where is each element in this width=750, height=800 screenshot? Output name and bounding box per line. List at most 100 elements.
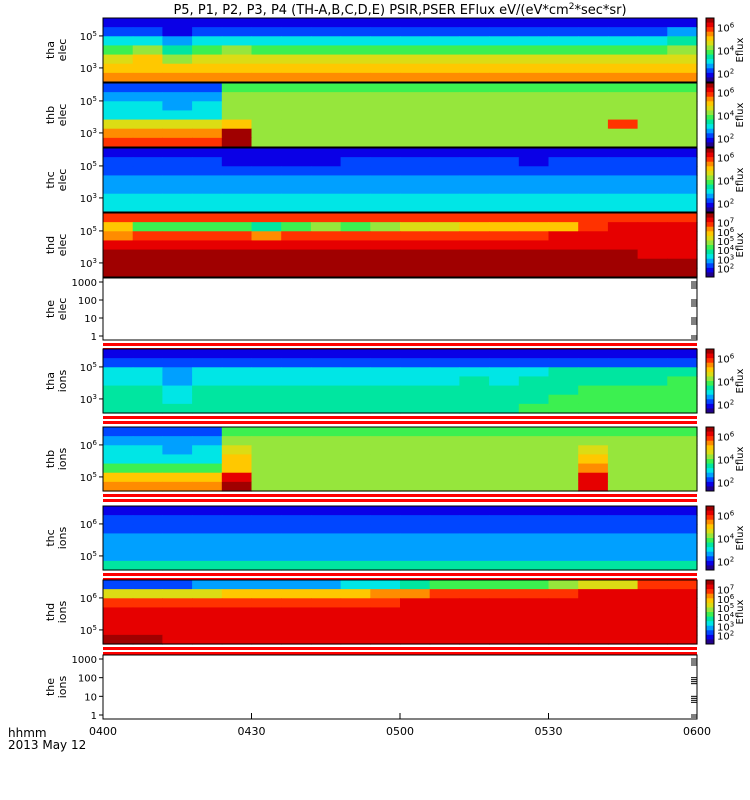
heatmap-cell: [429, 166, 460, 177]
heatmap-cell: [340, 157, 371, 167]
heatmap-cell: [162, 101, 193, 112]
heatmap-cell: [578, 598, 609, 609]
heatmap-cell: [637, 463, 668, 474]
heatmap-cell: [400, 385, 431, 396]
heatmap-cell: [340, 45, 371, 56]
heatmap-cell: [429, 463, 460, 474]
heatmap-cell: [548, 45, 579, 56]
colorbar-swatch: [706, 50, 714, 56]
heatmap-cell: [637, 128, 668, 139]
heatmap-cell: [340, 598, 371, 609]
colorbar-tick-label: 107: [717, 584, 734, 597]
heatmap-cell: [518, 175, 550, 186]
panel-species-label: elec: [56, 234, 69, 257]
heatmap-cell: [103, 128, 134, 139]
heatmap-cell: [518, 193, 550, 204]
heatmap-cell: [578, 137, 609, 148]
heatmap-cell: [103, 376, 134, 387]
heatmap-cell: [192, 376, 223, 387]
heatmap-cell: [548, 472, 579, 483]
heatmap-cell: [667, 376, 698, 387]
heatmap-cell: [132, 634, 163, 645]
heatmap-cell: [162, 376, 193, 387]
colorbar-tick-label: 106: [717, 353, 735, 366]
heatmap-cell: [667, 524, 698, 535]
colorbar-frame: [705, 426, 715, 492]
panel-frame: [102, 579, 698, 645]
heatmap-cell: [607, 231, 639, 242]
heatmap-cell: [281, 580, 312, 590]
heatmap-cell: [340, 634, 371, 645]
heatmap-cell: [370, 184, 401, 195]
heatmap-cell: [310, 472, 342, 483]
heatmap-cell: [518, 249, 550, 260]
heatmap-cell: [637, 202, 668, 213]
heatmap-cell: [518, 18, 550, 28]
heatmap-cell: [192, 607, 223, 618]
heatmap-cell: [607, 607, 639, 618]
heatmap-cell: [667, 385, 698, 396]
heatmap-cell: [310, 202, 342, 213]
heatmap-cell: [103, 349, 134, 359]
heatmap-cell: [251, 506, 282, 516]
heatmap-cell: [221, 515, 253, 525]
heatmap-cell: [251, 436, 282, 446]
heatmap-cell: [548, 92, 579, 102]
heatmap-cell: [459, 349, 490, 359]
heatmap-cell: [637, 166, 668, 177]
heatmap-cell: [637, 506, 668, 516]
heatmap-cell: [578, 175, 609, 186]
heatmap-cell: [132, 385, 163, 396]
heatmap-cell: [400, 231, 431, 242]
colorbar-swatch: [706, 376, 714, 382]
y-tick-label: 105: [80, 550, 97, 563]
y-tick-label: 1: [91, 332, 97, 343]
separator-strip: [103, 573, 697, 576]
heatmap-cell: [221, 427, 253, 437]
heatmap-cell: [221, 184, 253, 195]
heatmap-cell: [162, 454, 193, 465]
heatmap-cell: [132, 128, 163, 139]
heatmap-cell: [637, 589, 668, 599]
x-tick-label: 0400: [89, 725, 117, 738]
heatmap-cell: [310, 110, 342, 121]
heatmap-cell: [578, 616, 609, 627]
heatmap-cell: [281, 54, 312, 65]
heatmap-cell: [281, 213, 312, 223]
heatmap-cell: [221, 367, 253, 378]
heatmap-cell: [429, 27, 460, 37]
colorbar-tick-label: 102: [717, 399, 734, 412]
heatmap-cell: [607, 445, 639, 456]
y-tick-label: 105: [80, 30, 97, 43]
heatmap-cell: [162, 506, 193, 516]
chart-title-rest: *sec*sr): [574, 3, 626, 18]
heatmap-cell: [281, 515, 312, 525]
heatmap-cell: [192, 589, 223, 599]
heatmap-cell: [400, 560, 431, 571]
heatmap-cell: [162, 385, 193, 396]
heatmap-cell: [429, 616, 460, 627]
colorbar-swatch: [706, 18, 714, 24]
y-tick-label: 106: [80, 592, 98, 605]
heatmap-cell: [637, 249, 668, 260]
heatmap-cell: [103, 385, 134, 396]
heatmap-cell: [370, 445, 401, 456]
heatmap-cell: [370, 45, 401, 56]
heatmap-cell: [370, 72, 401, 83]
heatmap-cell: [281, 202, 312, 213]
heatmap-cell: [548, 267, 579, 278]
heatmap-cell: [459, 445, 490, 456]
heatmap-cell: [459, 634, 490, 645]
heatmap-cell: [548, 560, 579, 571]
heatmap-cell: [192, 625, 223, 636]
heatmap-cell: [667, 193, 698, 204]
heatmap-cell: [370, 54, 401, 65]
heatmap-cell: [489, 213, 520, 223]
heatmap-cell: [518, 463, 550, 474]
heatmap-cell: [489, 166, 520, 177]
heatmap-cell: [281, 72, 312, 83]
heatmap-cell: [400, 454, 431, 465]
heatmap-cell: [370, 616, 401, 627]
